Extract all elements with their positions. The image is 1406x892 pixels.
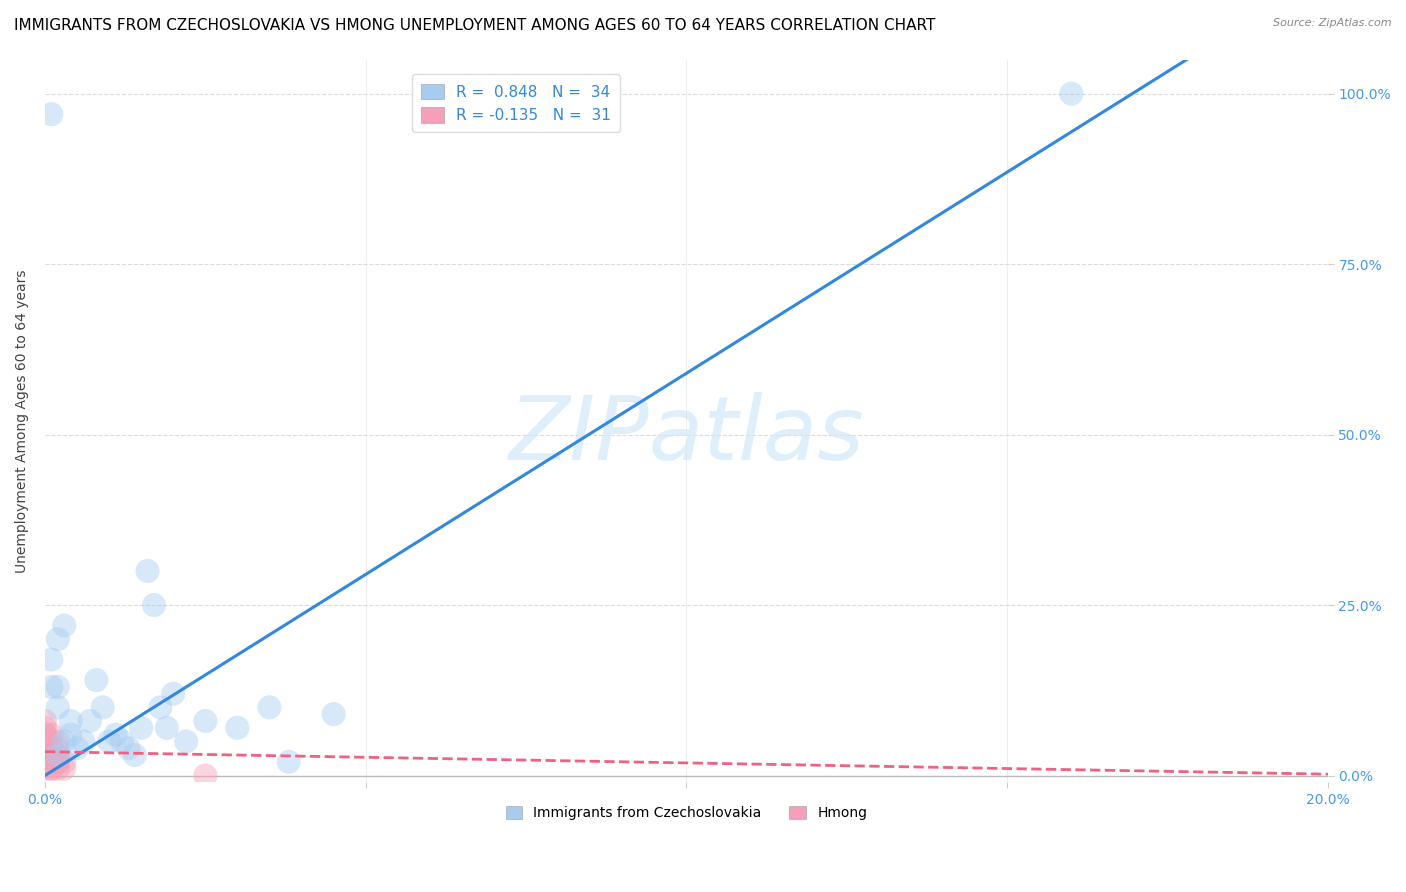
Y-axis label: Unemployment Among Ages 60 to 64 years: Unemployment Among Ages 60 to 64 years [15, 269, 30, 573]
Point [162, 687, 184, 701]
Text: Source: ZipAtlas.com: Source: ZipAtlas.com [1274, 18, 1392, 28]
Point [98, 734, 121, 748]
Point [1060, 87, 1083, 101]
Point [41, 741, 63, 756]
Point [72, 734, 94, 748]
Point [194, 768, 217, 782]
Point [46, 700, 69, 714]
Point [104, 728, 127, 742]
Point [91, 700, 114, 714]
Point [156, 721, 179, 735]
Point [34, 747, 56, 762]
Point [41, 107, 63, 121]
Point [41, 680, 63, 694]
Point [41, 762, 63, 776]
Point [226, 721, 249, 735]
Point [194, 714, 217, 728]
Point [277, 755, 299, 769]
Point [59, 714, 82, 728]
Legend: Immigrants from Czechoslovakia, Hmong: Immigrants from Czechoslovakia, Hmong [501, 801, 873, 826]
Point [46, 755, 69, 769]
Point [143, 598, 166, 612]
Point [41, 652, 63, 666]
Text: IMMIGRANTS FROM CZECHOSLOVAKIA VS HMONG UNEMPLOYMENT AMONG AGES 60 TO 64 YEARS C: IMMIGRANTS FROM CZECHOSLOVAKIA VS HMONG … [14, 18, 935, 33]
Point [79, 714, 101, 728]
Point [34, 741, 56, 756]
Point [46, 741, 69, 756]
Point [41, 728, 63, 742]
Point [53, 755, 76, 769]
Point [46, 755, 69, 769]
Point [34, 728, 56, 742]
Point [34, 728, 56, 742]
Point [34, 734, 56, 748]
Point [117, 741, 139, 756]
Point [46, 632, 69, 647]
Point [53, 734, 76, 748]
Point [136, 564, 159, 578]
Point [59, 728, 82, 742]
Point [46, 747, 69, 762]
Point [41, 755, 63, 769]
Point [34, 762, 56, 776]
Point [34, 714, 56, 728]
Point [46, 734, 69, 748]
Point [34, 734, 56, 748]
Point [34, 755, 56, 769]
Point [46, 762, 69, 776]
Point [41, 762, 63, 776]
Point [41, 747, 63, 762]
Point [41, 741, 63, 756]
Point [259, 700, 281, 714]
Text: ZIPatlas: ZIPatlas [509, 392, 865, 478]
Point [41, 755, 63, 769]
Point [53, 762, 76, 776]
Point [149, 700, 172, 714]
Point [111, 734, 134, 748]
Point [53, 618, 76, 632]
Point [46, 680, 69, 694]
Point [41, 734, 63, 748]
Point [66, 741, 89, 756]
Point [322, 707, 344, 722]
Point [84, 673, 107, 687]
Point [34, 721, 56, 735]
Point [34, 747, 56, 762]
Point [174, 734, 197, 748]
Point [129, 721, 152, 735]
Point [124, 747, 146, 762]
Point [34, 755, 56, 769]
Point [46, 747, 69, 762]
Point [41, 747, 63, 762]
